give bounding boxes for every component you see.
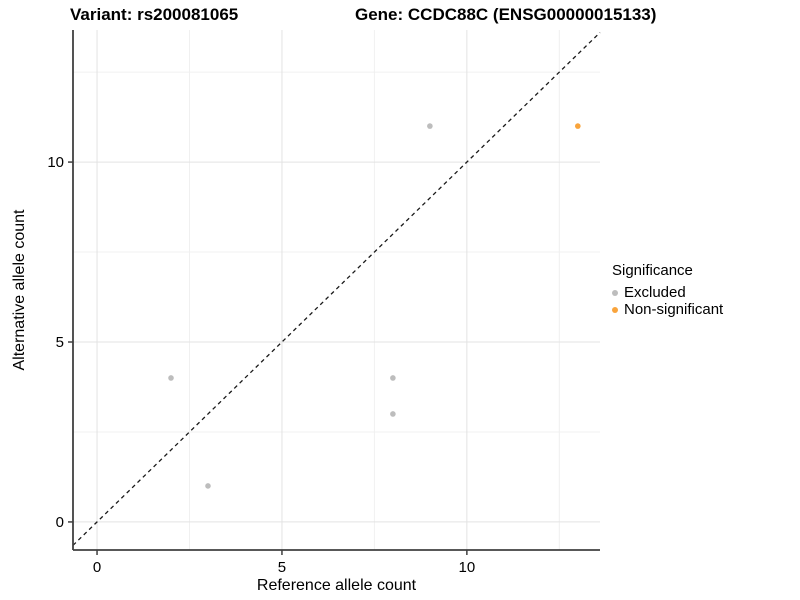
- identity-dashed-line: [72, 32, 601, 546]
- excluded-dot-icon: [612, 289, 618, 296]
- plot-title-gene: Gene: CCDC88C (ENSG00000015133): [355, 5, 657, 24]
- non-significant-dot-icon: [612, 306, 618, 313]
- legend-item-label: Excluded: [624, 284, 686, 301]
- y-tick-label: 0: [56, 514, 64, 531]
- x-axis-label: Reference allele count: [256, 577, 417, 594]
- data-point-excluded: [390, 411, 396, 417]
- x-tick-label: 0: [93, 559, 101, 576]
- y-tick-label: 5: [56, 334, 64, 351]
- data-point-excluded: [390, 375, 396, 381]
- data-point-excluded: [427, 123, 433, 129]
- legend-title: Significance: [612, 262, 693, 279]
- legend-item-non-significant: Non-significant: [612, 301, 723, 318]
- legend: Significance Excluded Non-significant: [612, 262, 723, 318]
- data-point-non-significant: [575, 123, 581, 129]
- x-tick-label: 5: [278, 559, 286, 576]
- legend-item-excluded: Excluded: [612, 284, 723, 301]
- y-axis-label: Alternative allele count: [11, 209, 28, 371]
- y-tick-label: 10: [47, 154, 64, 171]
- data-point-excluded: [205, 483, 211, 489]
- data-point-excluded: [168, 375, 174, 381]
- plot-title-variant: Variant: rs200081065: [70, 5, 239, 24]
- legend-item-label: Non-significant: [624, 301, 724, 318]
- x-tick-label: 10: [459, 559, 476, 576]
